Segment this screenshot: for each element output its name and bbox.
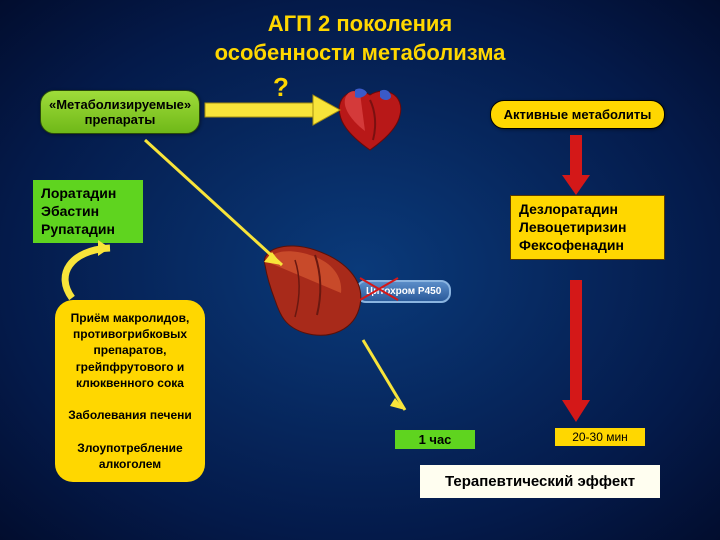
active-metabolites-box: Активные метаболиты (490, 100, 665, 129)
title-line1: АГП 2 поколения (0, 10, 720, 39)
metabolized-drugs-box: «Метаболизируемые» препараты (40, 90, 200, 134)
drugs-left-list: Лоратадин Эбастин Рупатадин (33, 180, 143, 243)
arrow-liver-down (363, 340, 405, 410)
time-left: 1 час (395, 430, 475, 449)
arrow-to-liver (145, 140, 282, 265)
arrow-red-top (562, 135, 590, 195)
therapeutic-effect-box: Терапевтический эффект (420, 465, 660, 498)
arrow-curve-factors (65, 240, 110, 298)
liver-icon (264, 246, 360, 335)
drugs-right-list: Дезлоратадин Левоцетиризин Фексофенадин (510, 195, 665, 260)
factors-box: Приём макролидов, противогрибковых препа… (55, 300, 205, 482)
arrow-red-bottom (562, 280, 590, 422)
title-line2: особенности метаболизма (0, 39, 720, 68)
question-mark: ? (273, 72, 289, 103)
cytochrome-label: Цитохром Р450 (356, 280, 451, 303)
time-right: 20-30 мин (555, 428, 645, 446)
heart-icon (339, 89, 401, 150)
page-title: АГП 2 поколения особенности метаболизма (0, 0, 720, 67)
